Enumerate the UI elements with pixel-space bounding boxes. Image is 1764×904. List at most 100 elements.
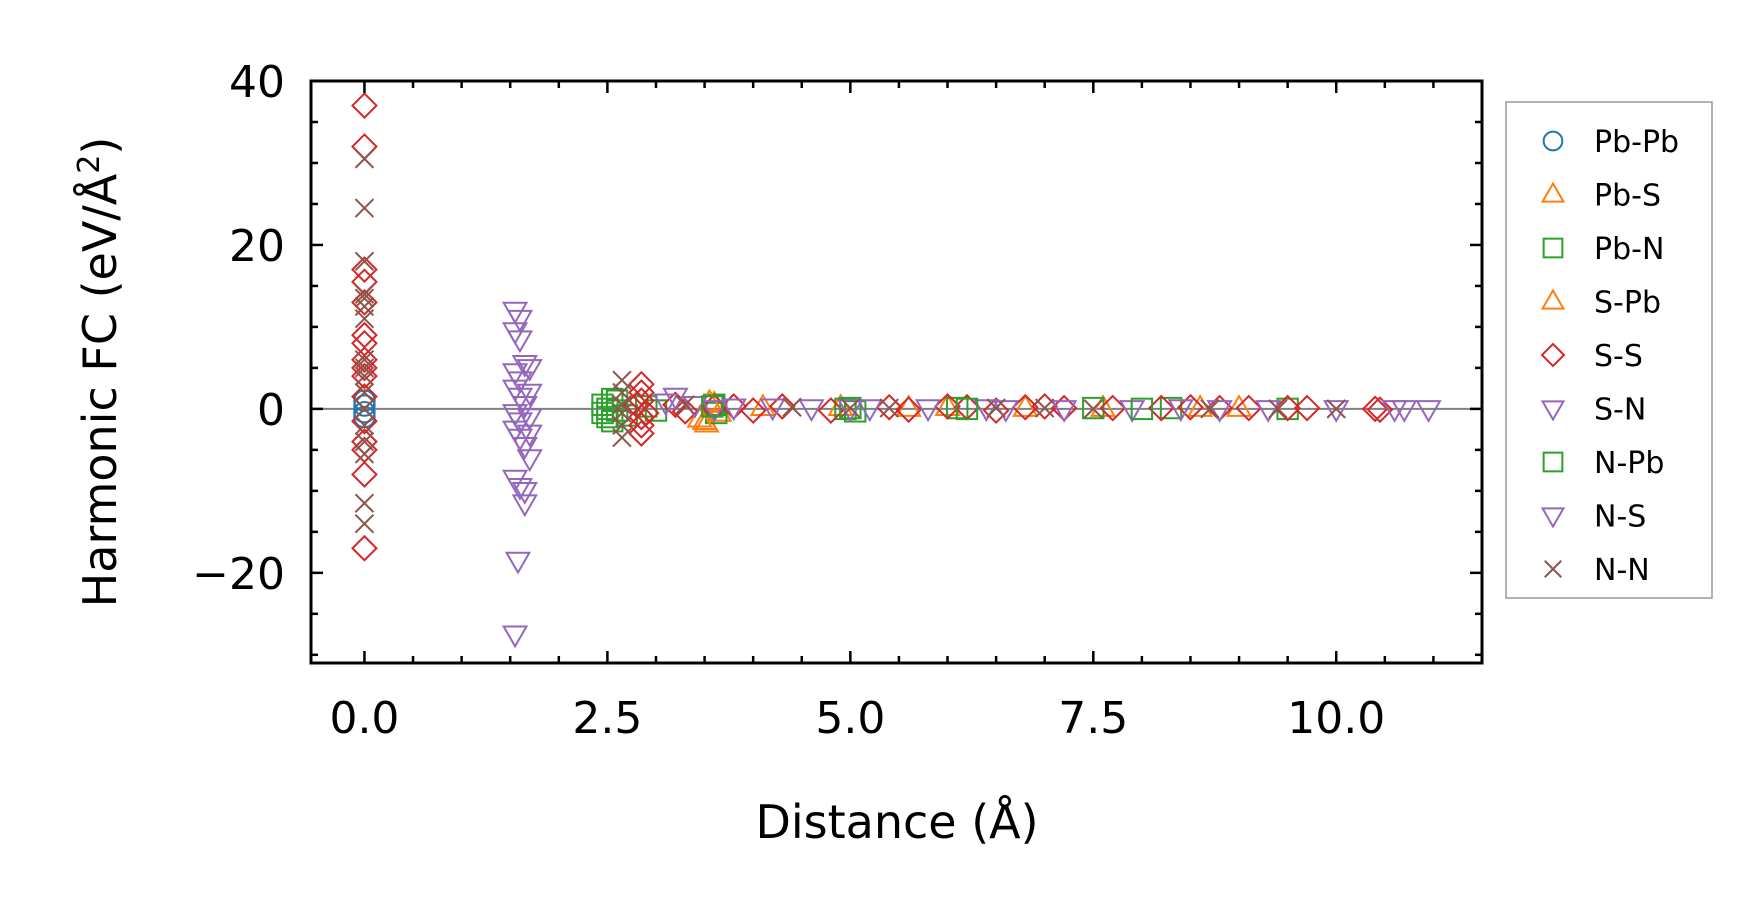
legend-item-n-s: N-S [1540, 500, 1646, 535]
point-n-n [354, 149, 375, 169]
point-s-n [1323, 400, 1350, 423]
point-s-n [511, 355, 538, 378]
point-n-s [516, 449, 543, 473]
point-s-n [501, 301, 529, 325]
legend-item-s-s: S-S [1540, 339, 1643, 374]
point-n-s [516, 408, 543, 432]
legend-item-n-n: N-N [1544, 553, 1650, 588]
legend-marker-pb-pb [1542, 130, 1564, 152]
point-s-s [351, 354, 378, 382]
point-n-n [1200, 399, 1220, 419]
point-s-n [681, 395, 708, 419]
point-s-n [1255, 400, 1282, 423]
legend-label-n-n: N-N [1594, 553, 1650, 588]
point-n-n [1268, 399, 1288, 419]
point-n-n [1034, 398, 1055, 418]
point-s-s [1099, 394, 1127, 422]
point-n-s [1206, 400, 1233, 423]
plot-frame [309, 79, 1484, 665]
legend-label-s-n: S-N [1594, 393, 1646, 428]
point-n-n [675, 395, 695, 415]
point-s-s [351, 92, 378, 120]
legend-item-pb-s: Pb-S [1540, 179, 1661, 214]
point-s-s [1147, 394, 1175, 422]
point-n-n [354, 358, 375, 378]
point-n-pb [701, 395, 724, 418]
point-s-s [1274, 394, 1302, 422]
point-n-s [516, 424, 543, 448]
point-n-n [354, 399, 375, 419]
y-tick-label: 20 [229, 221, 285, 272]
point-pb-s [1225, 394, 1253, 417]
y-axis-title-end: ) [73, 137, 127, 155]
point-s-s [351, 461, 378, 488]
point-s-s [351, 534, 378, 562]
point-s-s [739, 397, 767, 424]
legend-marker-s-n [1540, 400, 1566, 422]
point-n-n [354, 349, 375, 370]
point-n-s [511, 482, 538, 505]
legend-marker-s-s [1540, 342, 1566, 368]
x-tick-label: 7.5 [1058, 693, 1128, 744]
x-axis-title: Distance (Å) [755, 795, 1038, 849]
legend-marker-pb-s [1540, 181, 1566, 203]
point-pb-n [1082, 396, 1105, 420]
point-n-n [612, 395, 632, 415]
point-n-n [782, 397, 802, 417]
point-s-s [1293, 394, 1321, 422]
point-s-s [1361, 395, 1389, 423]
point-n-n [986, 398, 1006, 418]
x-tick-label: 5.0 [815, 693, 885, 744]
point-s-pb [749, 393, 777, 417]
legend-label-pb-pb: Pb-Pb [1594, 125, 1679, 160]
y-axis-title-main: Harmonic FC (eV/Å [73, 173, 127, 607]
point-s-s [627, 420, 655, 447]
point-pb-pb [353, 405, 376, 429]
legend-item-pb-n: Pb-N [1542, 232, 1664, 267]
point-s-s [1366, 396, 1394, 424]
legend-label-n-pb: N-Pb [1594, 446, 1664, 481]
x-tick-label: 10.0 [1287, 693, 1385, 744]
point-n-s [837, 399, 864, 423]
point-s-n [973, 399, 1000, 423]
point-n-s [516, 359, 543, 382]
point-s-n [856, 399, 883, 423]
point-n-n [354, 288, 375, 308]
point-s-s [351, 133, 378, 160]
legend-item-s-pb: S-Pb [1540, 286, 1661, 321]
point-s-n [914, 399, 942, 423]
point-n-n [354, 198, 375, 218]
legend-frame [1505, 101, 1713, 599]
point-n-n [354, 309, 375, 329]
legend-label-s-pb: S-Pb [1594, 286, 1661, 321]
point-s-n [798, 399, 825, 423]
legend-label-n-s: N-S [1594, 500, 1646, 535]
point-s-s [895, 396, 923, 424]
y-tick-label: 0 [257, 385, 285, 436]
point-s-pb [895, 394, 922, 417]
point-n-n [354, 444, 375, 464]
legend: Pb-Pb Pb-S Pb-N S-Pb S-S S-N N-Pb N-S N-N [1505, 101, 1713, 599]
point-n-n [354, 513, 375, 534]
point-n-pb [601, 387, 624, 411]
point-n-s [516, 383, 543, 407]
legend-label-pb-s: Pb-S [1594, 179, 1661, 214]
point-pb-pb [353, 389, 376, 412]
point-n-pb [1130, 397, 1154, 421]
point-n-n [354, 366, 375, 386]
point-n-n [879, 398, 899, 418]
point-s-s [351, 346, 378, 374]
point-s-s [351, 256, 378, 283]
point-n-s [720, 398, 747, 422]
point-n-n [1326, 399, 1346, 419]
point-n-n [612, 427, 632, 448]
point-s-s [627, 370, 655, 398]
point-n-n [354, 415, 375, 435]
point-s-s [1177, 393, 1204, 421]
point-s-s [351, 362, 378, 390]
y-tick-label: 40 [229, 57, 285, 108]
point-s-n [501, 625, 529, 649]
legend-marker-n-pb [1542, 451, 1564, 473]
data-points [351, 92, 1442, 649]
